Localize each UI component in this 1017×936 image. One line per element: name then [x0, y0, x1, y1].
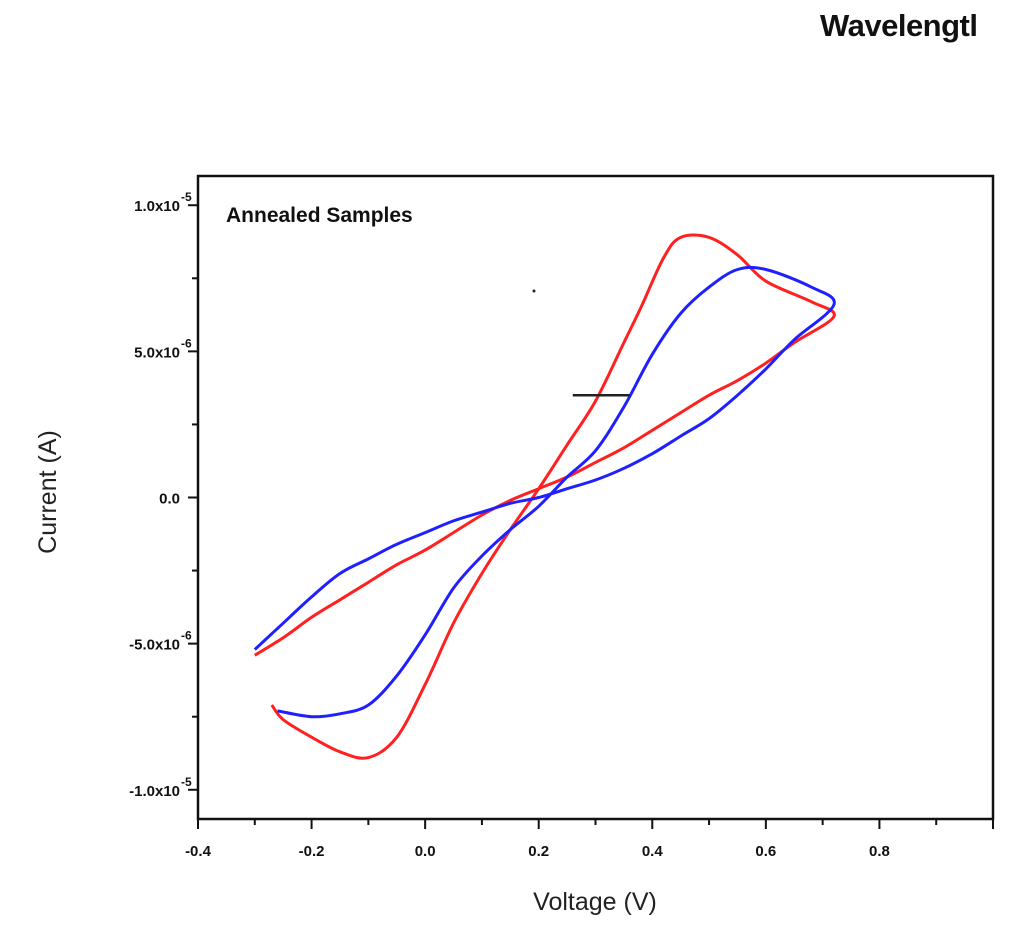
y-tick-label: -5.0x10	[129, 637, 180, 654]
y-axis-title: Current (A)	[34, 430, 62, 554]
x-tick-label: 0.4	[642, 843, 664, 860]
y-tick-label: -1.0x10	[129, 783, 180, 800]
y-axis-ticks: 1.0x10-55.0x10-60.0-5.0x10-6-1.0x10-5	[129, 190, 198, 800]
y-tick-label: 0.0	[159, 491, 180, 508]
x-tick-label: 0.2	[528, 843, 549, 860]
series-line-2	[253, 265, 836, 719]
stray-dot	[532, 289, 536, 293]
top-right-text: Wavelengtl	[820, 8, 978, 43]
y-tick-exponent: -6	[181, 629, 192, 643]
x-tick-label: 0.8	[869, 843, 890, 860]
chart-annotation: Annealed Samples	[226, 204, 413, 227]
x-axis-ticks: -0.4 -0.2 0.0 0.2 0.4 0.6 0.8	[185, 819, 994, 860]
series-lines	[253, 233, 836, 760]
x-axis-title: Voltage (V)	[533, 888, 657, 916]
y-tick-exponent: -5	[181, 775, 192, 789]
y-tick-exponent: -5	[181, 190, 192, 204]
plot-frame	[196, 174, 995, 821]
y-tick-label: 5.0x10	[134, 344, 180, 361]
series-line-1	[254, 233, 836, 760]
y-tick-label: 1.0x10	[134, 198, 180, 215]
y-tick-exponent: -6	[181, 336, 192, 350]
x-tick-label: -0.2	[299, 843, 325, 860]
x-tick-label: -0.4	[185, 843, 212, 860]
x-tick-label: 0.6	[755, 843, 776, 860]
x-tick-label: 0.0	[415, 843, 436, 860]
